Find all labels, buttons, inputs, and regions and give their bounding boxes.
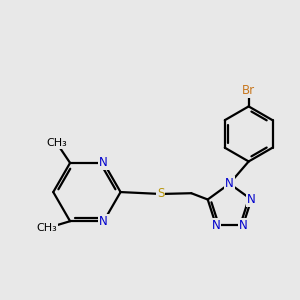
Text: CH₃: CH₃ xyxy=(37,223,58,233)
Text: N: N xyxy=(247,193,256,206)
Text: N: N xyxy=(238,219,247,232)
Text: N: N xyxy=(99,215,108,228)
Text: Br: Br xyxy=(242,84,255,97)
Text: N: N xyxy=(99,156,108,170)
Text: N: N xyxy=(212,219,220,232)
Text: N: N xyxy=(225,177,234,190)
Text: S: S xyxy=(157,188,164,200)
Text: CH₃: CH₃ xyxy=(46,138,67,148)
